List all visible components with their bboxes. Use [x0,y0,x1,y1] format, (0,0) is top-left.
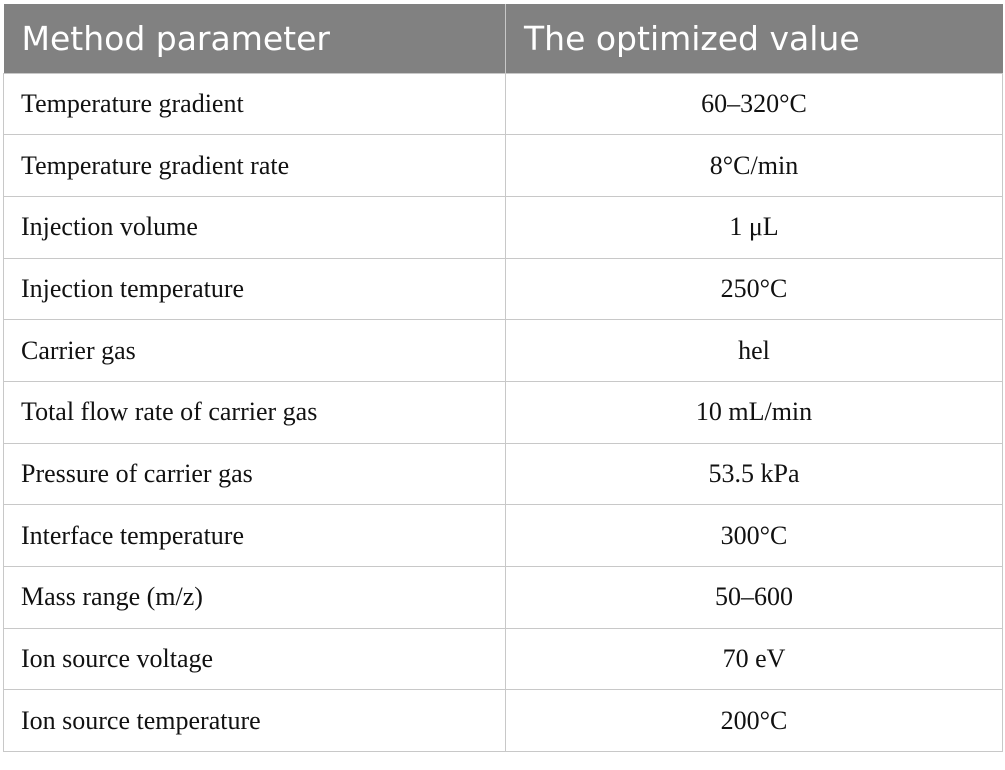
parameter-cell: Total flow rate of carrier gas [3,380,506,444]
value-cell: 300°C [505,504,1003,567]
table-row: Temperature gradient rate 8°C/min [3,134,1003,197]
parameter-cell: Temperature gradient [3,72,506,136]
parameter-table: Method parameter The optimized value Tem… [3,4,1003,753]
table-row: Interface temperature 300°C [3,504,1003,567]
parameter-cell: Temperature gradient rate [3,134,506,197]
parameter-cell: Injection temperature [3,257,506,321]
parameter-cell: Injection volume [3,195,506,259]
table-header: Method parameter The optimized value [3,4,1003,73]
value-cell: 53.5 kPa [505,442,1003,506]
value-cell: 1 μL [505,195,1003,259]
value-cell: 250°C [505,257,1003,321]
table-row: Total flow rate of carrier gas 10 mL/min [3,380,1003,444]
table-row: Injection volume 1 μL [3,195,1003,259]
parameter-cell: Carrier gas [3,319,506,382]
value-cell: 70 eV [505,627,1003,691]
table-row: Ion source voltage 70 eV [3,627,1003,691]
table-row: Pressure of carrier gas 53.5 kPa [3,442,1003,506]
value-cell: 200°C [505,689,1003,753]
table-row: Ion source temperature 200°C [3,689,1003,753]
value-cell: 8°C/min [505,134,1003,197]
header-cell: The optimized value [505,4,1003,73]
table-row: Carrier gas hel [3,319,1003,382]
parameter-cell: Pressure of carrier gas [3,442,506,506]
table-row: Temperature gradient 60–320°C [3,72,1003,136]
value-cell: hel [505,319,1003,382]
header-cell: Method parameter [3,4,506,73]
header-row: Method parameter The optimized value [3,4,1003,73]
parameter-cell: Ion source voltage [3,627,506,691]
table-row: Injection temperature 250°C [3,257,1003,321]
value-cell: 50–600 [505,566,1003,629]
value-cell: 60–320°C [505,72,1003,136]
value-cell: 10 mL/min [505,380,1003,444]
parameter-cell: Mass range (m/z) [3,566,506,629]
parameter-cell: Interface temperature [3,504,506,567]
parameter-cell: Ion source temperature [3,689,506,753]
table-row: Mass range (m/z) 50–600 [3,566,1003,629]
table-body: Temperature gradient 60–320°C Temperature … [3,72,1003,753]
